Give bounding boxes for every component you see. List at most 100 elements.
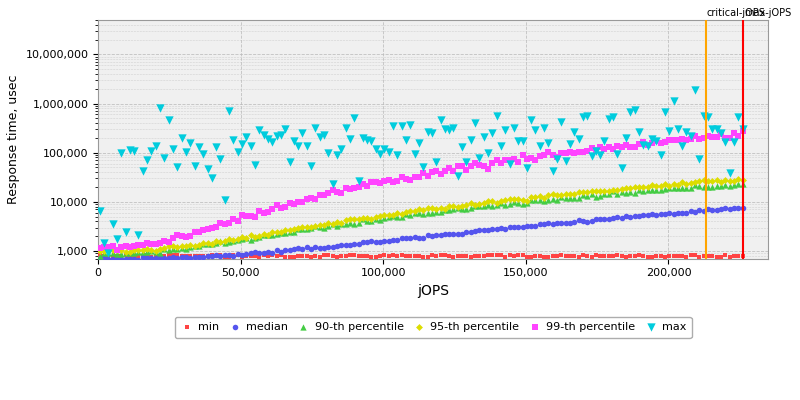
90-th percentile [210,240,222,246]
99-th percentile [667,136,680,143]
median [642,212,654,218]
90-th percentile [330,223,343,229]
median [335,242,348,248]
median [590,216,602,223]
95-th percentile [210,238,222,244]
90-th percentile [624,189,637,195]
95-th percentile [654,183,667,190]
90-th percentile [507,199,520,205]
median [516,224,529,230]
median [598,216,611,222]
99-th percentile [486,160,498,166]
max [352,177,365,184]
max [628,107,641,113]
min [559,252,572,259]
min [262,252,274,259]
median [581,219,594,225]
90-th percentile [141,249,154,256]
median [292,245,305,252]
max [326,181,339,187]
max [253,126,266,133]
median [132,256,145,263]
min [698,253,710,260]
99-th percentile [417,170,430,176]
max [391,152,404,158]
median [585,218,598,224]
99-th percentile [478,162,490,169]
95-th percentile [166,242,179,249]
median [698,207,710,214]
median [395,235,408,242]
90-th percentile [283,228,296,235]
95-th percentile [620,185,633,192]
min [218,254,231,260]
95-th percentile [236,234,249,240]
median [434,232,447,238]
max [469,120,482,126]
median [417,234,430,241]
median [478,227,490,233]
99-th percentile [642,142,654,148]
median [119,256,132,262]
median [671,210,684,216]
min [507,253,520,260]
min [335,253,348,259]
90-th percentile [218,240,231,246]
max [179,149,192,156]
95-th percentile [698,177,710,184]
95-th percentile [546,190,559,197]
95-th percentile [335,220,348,227]
90-th percentile [667,185,680,192]
95-th percentile [456,202,469,209]
99-th percentile [262,209,274,215]
95-th percentile [391,210,404,216]
min [615,253,628,259]
90-th percentile [451,205,464,212]
min [438,252,451,258]
90-th percentile [98,250,110,256]
99-th percentile [123,244,136,250]
min [516,252,529,258]
95-th percentile [469,202,482,208]
median [110,255,123,262]
95-th percentile [486,198,498,205]
min [628,252,641,259]
90-th percentile [654,186,667,193]
max [300,142,313,149]
min [326,253,339,259]
median [430,231,442,238]
max [240,134,253,140]
Y-axis label: Response time, usec: Response time, usec [7,74,20,204]
median [624,214,637,220]
max [598,138,611,144]
99-th percentile [382,177,395,183]
95-th percentile [361,214,374,221]
min [473,252,486,259]
max [732,113,745,120]
max [702,114,714,120]
median [378,238,391,244]
90-th percentile [236,236,249,242]
min [598,253,611,259]
median [343,242,356,248]
max [710,126,723,132]
median [278,247,291,253]
min [98,253,110,260]
max [136,168,149,174]
median [374,238,386,245]
max [408,151,421,158]
min [684,252,697,258]
99-th percentile [128,243,141,250]
median [693,207,706,214]
99-th percentile [179,234,192,240]
max [723,170,736,177]
95-th percentile [577,189,590,195]
99-th percentile [611,142,624,149]
min [391,252,404,259]
90-th percentile [227,238,240,244]
99-th percentile [318,192,330,198]
99-th percentile [201,226,214,232]
95-th percentile [529,194,542,200]
99-th percentile [206,225,218,231]
95-th percentile [206,241,218,247]
